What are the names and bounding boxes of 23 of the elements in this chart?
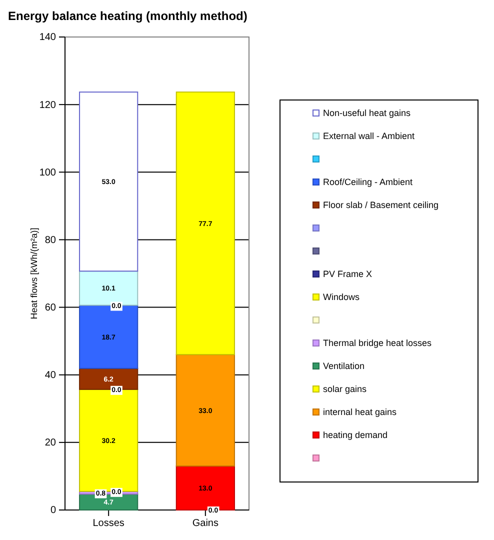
legend-label: Non-useful heat gains [323, 108, 412, 118]
legend-label: External wall - Ambient [323, 131, 416, 141]
chart-title: Energy balance heating (monthly method) [8, 9, 248, 23]
legend-label: Windows [323, 292, 360, 302]
legend-label: solar gains [323, 384, 368, 394]
y-tick-label: 120 [39, 100, 56, 111]
y-tick-label: 0 [50, 505, 56, 516]
legend-label: Floor slab / Basement ceiling [323, 200, 439, 210]
y-tick-label: 140 [39, 32, 56, 44]
y-tick-label: 40 [44, 370, 56, 382]
legend-label: Roof/Ceiling - Ambient [323, 177, 414, 187]
legend-label: Ventilation [323, 361, 365, 371]
x-tick-label: Losses [92, 518, 124, 530]
y-tick-label: 100 [39, 167, 56, 178]
y-tick-label: 20 [44, 438, 56, 449]
legend-label: Thermal bridge heat losses [323, 338, 432, 348]
y-tick-label: 60 [44, 302, 56, 314]
legend-label: PV Frame X [323, 269, 372, 279]
y-tick-label: 80 [44, 234, 56, 246]
x-tick-label: Gains [192, 518, 218, 530]
legend-label: heating demand [323, 430, 388, 440]
legend-label: internal heat gains [323, 407, 398, 417]
y-axis-title: Heat flows [kWh/(m²a)] [29, 228, 39, 320]
